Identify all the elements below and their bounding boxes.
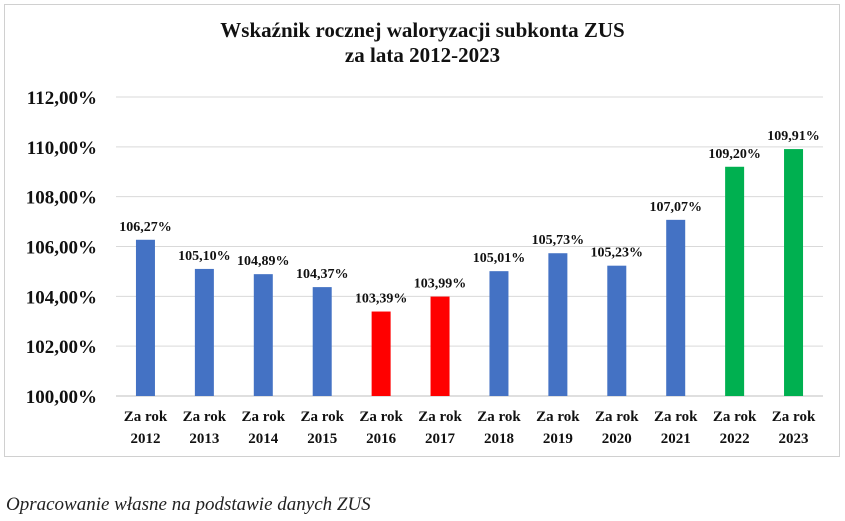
x-tick-label: 2017 xyxy=(425,431,456,447)
chart-title-line-1: Wskaźnik rocznej waloryzacji subkonta ZU… xyxy=(220,18,625,42)
x-tick-label: Za rok xyxy=(418,409,462,425)
bar xyxy=(312,287,332,396)
y-tick-label: 108,00% xyxy=(26,188,97,209)
y-tick-label: 104,00% xyxy=(26,287,97,308)
bar xyxy=(489,271,509,396)
source-caption: Opracowanie własne na podstawie danych Z… xyxy=(6,494,371,515)
bar xyxy=(253,274,273,396)
x-tick-label: Za rok xyxy=(124,409,168,425)
bar xyxy=(607,265,627,396)
x-tick-label: 2022 xyxy=(720,431,750,447)
data-label: 105,10% xyxy=(178,249,231,264)
x-tick-label: 2019 xyxy=(543,431,573,447)
x-tick-label: Za rok xyxy=(654,409,698,425)
bar xyxy=(194,268,214,396)
x-tick-label: 2012 xyxy=(130,431,160,447)
y-tick-label: 110,00% xyxy=(27,138,97,159)
x-tick-label: 2018 xyxy=(484,431,514,447)
bar xyxy=(548,253,568,396)
x-tick-label: Za rok xyxy=(772,409,816,425)
x-tick-label: 2023 xyxy=(779,431,809,447)
data-label: 106,27% xyxy=(119,220,172,235)
x-tick-label: Za rok xyxy=(595,409,639,425)
data-label: 105,73% xyxy=(532,233,585,248)
x-tick-label: Za rok xyxy=(713,409,757,425)
x-tick-label: Za rok xyxy=(300,409,344,425)
bar xyxy=(784,149,804,396)
bar xyxy=(371,311,391,396)
x-tick-label: Za rok xyxy=(359,409,403,425)
y-tick-label: 112,00% xyxy=(27,88,97,109)
data-label: 103,39% xyxy=(355,292,408,307)
bar xyxy=(725,166,745,396)
bar xyxy=(135,239,155,396)
y-tick-label: 106,00% xyxy=(26,238,97,259)
bar xyxy=(430,296,450,396)
data-label: 105,01% xyxy=(473,251,526,266)
x-tick-label: 2016 xyxy=(366,431,397,447)
y-tick-label: 100,00% xyxy=(26,387,97,408)
x-tick-label: 2015 xyxy=(307,431,337,447)
x-tick-label: 2014 xyxy=(248,431,279,447)
x-tick-label: Za rok xyxy=(242,409,286,425)
x-tick-label: Za rok xyxy=(536,409,580,425)
x-tick-label: Za rok xyxy=(477,409,521,425)
x-tick-label: Za rok xyxy=(183,409,227,425)
data-label: 104,89% xyxy=(237,254,290,269)
data-label: 107,07% xyxy=(649,200,702,215)
chart-title: Wskaźnik rocznej waloryzacji subkonta ZU… xyxy=(0,18,845,68)
data-label: 105,23% xyxy=(591,246,644,261)
data-label: 104,37% xyxy=(296,267,349,282)
y-tick-label: 102,00% xyxy=(26,337,97,358)
x-tick-label: 2013 xyxy=(189,431,219,447)
x-tick-label: 2020 xyxy=(602,431,632,447)
data-label: 103,99% xyxy=(414,277,467,292)
bar xyxy=(666,219,686,396)
data-label: 109,20% xyxy=(708,147,761,162)
chart-title-line-2: za lata 2012-2023 xyxy=(344,43,501,67)
data-label: 109,91% xyxy=(767,129,820,144)
x-tick-label: 2021 xyxy=(661,431,691,447)
